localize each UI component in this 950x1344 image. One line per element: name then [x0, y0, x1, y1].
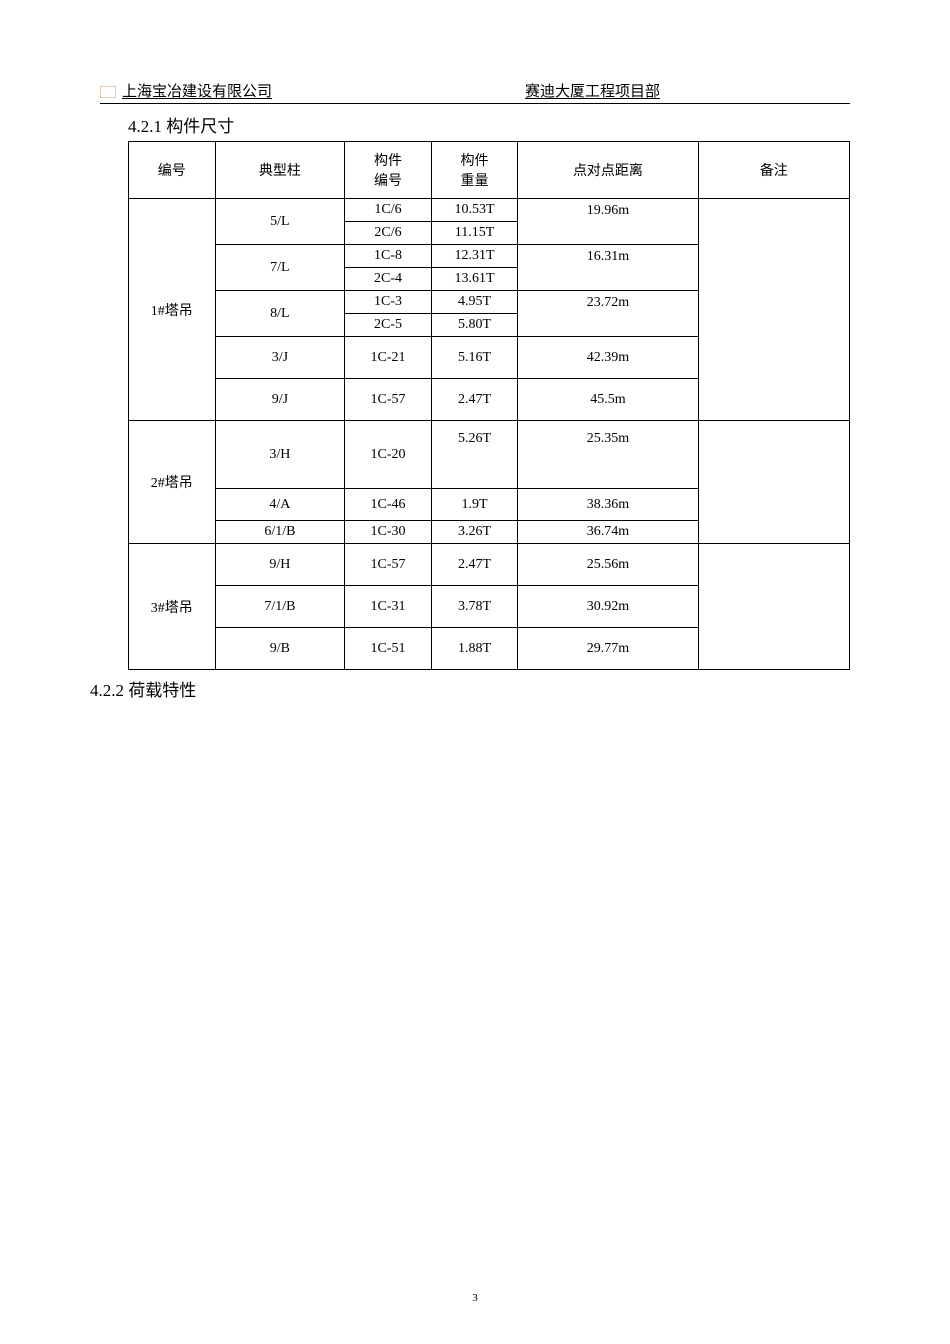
cell-weight: 2.47T [431, 544, 518, 586]
cell-comp-id: 1C-46 [345, 489, 432, 521]
cell-distance: 23.72m [518, 291, 698, 337]
cell-weight: 1.88T [431, 628, 518, 670]
header-crane: 编号 [129, 142, 216, 199]
cell-comp-id: 1C-57 [345, 379, 432, 421]
cell-typical: 6/1/B [215, 521, 345, 544]
cell-weight: 13.61T [431, 268, 518, 291]
cell-remark [698, 544, 849, 670]
header-weight-l2: 重量 [461, 174, 489, 189]
component-table: 编号 典型柱 构件 编号 构件 重量 点对点距离 备注 1#塔吊 5/L 1C/… [128, 141, 850, 670]
table-row: 2#塔吊 3/H 1C-20 5.26T 25.35m [129, 421, 850, 489]
cell-comp-id: 2C-5 [345, 314, 432, 337]
cell-distance: 25.35m [518, 421, 698, 489]
page-header: 上海宝冶建设有限公司 赛迪大厦工程项目部 [100, 80, 850, 104]
cell-weight: 10.53T [431, 199, 518, 222]
cell-typical: 3/J [215, 337, 345, 379]
header-left: 上海宝冶建设有限公司 [100, 80, 425, 101]
cell-weight: 2.47T [431, 379, 518, 421]
cell-distance: 25.56m [518, 544, 698, 586]
cell-distance: 38.36m [518, 489, 698, 521]
header-distance: 点对点距离 [518, 142, 698, 199]
cell-remark [698, 421, 849, 544]
cell-weight: 5.80T [431, 314, 518, 337]
cell-distance: 16.31m [518, 245, 698, 291]
cell-typical: 5/L [215, 199, 345, 245]
cell-distance: 45.5m [518, 379, 698, 421]
cell-typical: 4/A [215, 489, 345, 521]
cell-comp-id: 1C-3 [345, 291, 432, 314]
cell-comp-id: 2C-4 [345, 268, 432, 291]
section-title-1: 4.2.1 构件尺寸 [128, 112, 850, 137]
header-remark: 备注 [698, 142, 849, 199]
table-row: 1#塔吊 5/L 1C/6 10.53T 19.96m [129, 199, 850, 222]
cell-weight: 1.9T [431, 489, 518, 521]
cell-remark [698, 199, 849, 421]
cell-weight: 11.15T [431, 222, 518, 245]
cell-typical: 7/1/B [215, 586, 345, 628]
cell-comp-id: 1C-20 [345, 421, 432, 489]
cell-comp-id: 1C-51 [345, 628, 432, 670]
cell-typical: 9/J [215, 379, 345, 421]
cell-comp-id: 1C-57 [345, 544, 432, 586]
cell-weight: 4.95T [431, 291, 518, 314]
section-title-2: 4.2.2 荷载特性 [90, 676, 850, 701]
cell-typical: 7/L [215, 245, 345, 291]
logo-icon [100, 84, 118, 98]
cell-weight: 3.26T [431, 521, 518, 544]
header-comp-id-l1: 构件 [374, 154, 402, 169]
page-number: 3 [472, 1292, 478, 1304]
cell-distance: 19.96m [518, 199, 698, 245]
company-name: 上海宝冶建设有限公司 [122, 80, 272, 101]
cell-typical: 9/B [215, 628, 345, 670]
header-comp-id: 构件 编号 [345, 142, 432, 199]
cell-comp-id: 1C/6 [345, 199, 432, 222]
cell-comp-id: 1C-30 [345, 521, 432, 544]
table-header-row: 编号 典型柱 构件 编号 构件 重量 点对点距离 备注 [129, 142, 850, 199]
header-right: 赛迪大厦工程项目部 [425, 80, 850, 101]
cell-weight: 5.16T [431, 337, 518, 379]
cell-comp-id: 1C-31 [345, 586, 432, 628]
cell-weight: 5.26T [431, 421, 518, 489]
cell-crane: 3#塔吊 [129, 544, 216, 670]
cell-distance: 30.92m [518, 586, 698, 628]
header-weight: 构件 重量 [431, 142, 518, 199]
cell-comp-id: 2C/6 [345, 222, 432, 245]
cell-typical: 9/H [215, 544, 345, 586]
cell-crane: 2#塔吊 [129, 421, 216, 544]
cell-distance: 36.74m [518, 521, 698, 544]
project-name: 赛迪大厦工程项目部 [525, 84, 660, 100]
header-comp-id-l2: 编号 [374, 174, 402, 189]
cell-typical: 8/L [215, 291, 345, 337]
header-weight-l1: 构件 [461, 154, 489, 169]
cell-distance: 29.77m [518, 628, 698, 670]
cell-distance: 42.39m [518, 337, 698, 379]
cell-weight: 12.31T [431, 245, 518, 268]
header-typical: 典型柱 [215, 142, 345, 199]
cell-comp-id: 1C-21 [345, 337, 432, 379]
cell-weight: 3.78T [431, 586, 518, 628]
cell-crane: 1#塔吊 [129, 199, 216, 421]
table-row: 3#塔吊 9/H 1C-57 2.47T 25.56m [129, 544, 850, 586]
cell-typical: 3/H [215, 421, 345, 489]
cell-comp-id: 1C-8 [345, 245, 432, 268]
